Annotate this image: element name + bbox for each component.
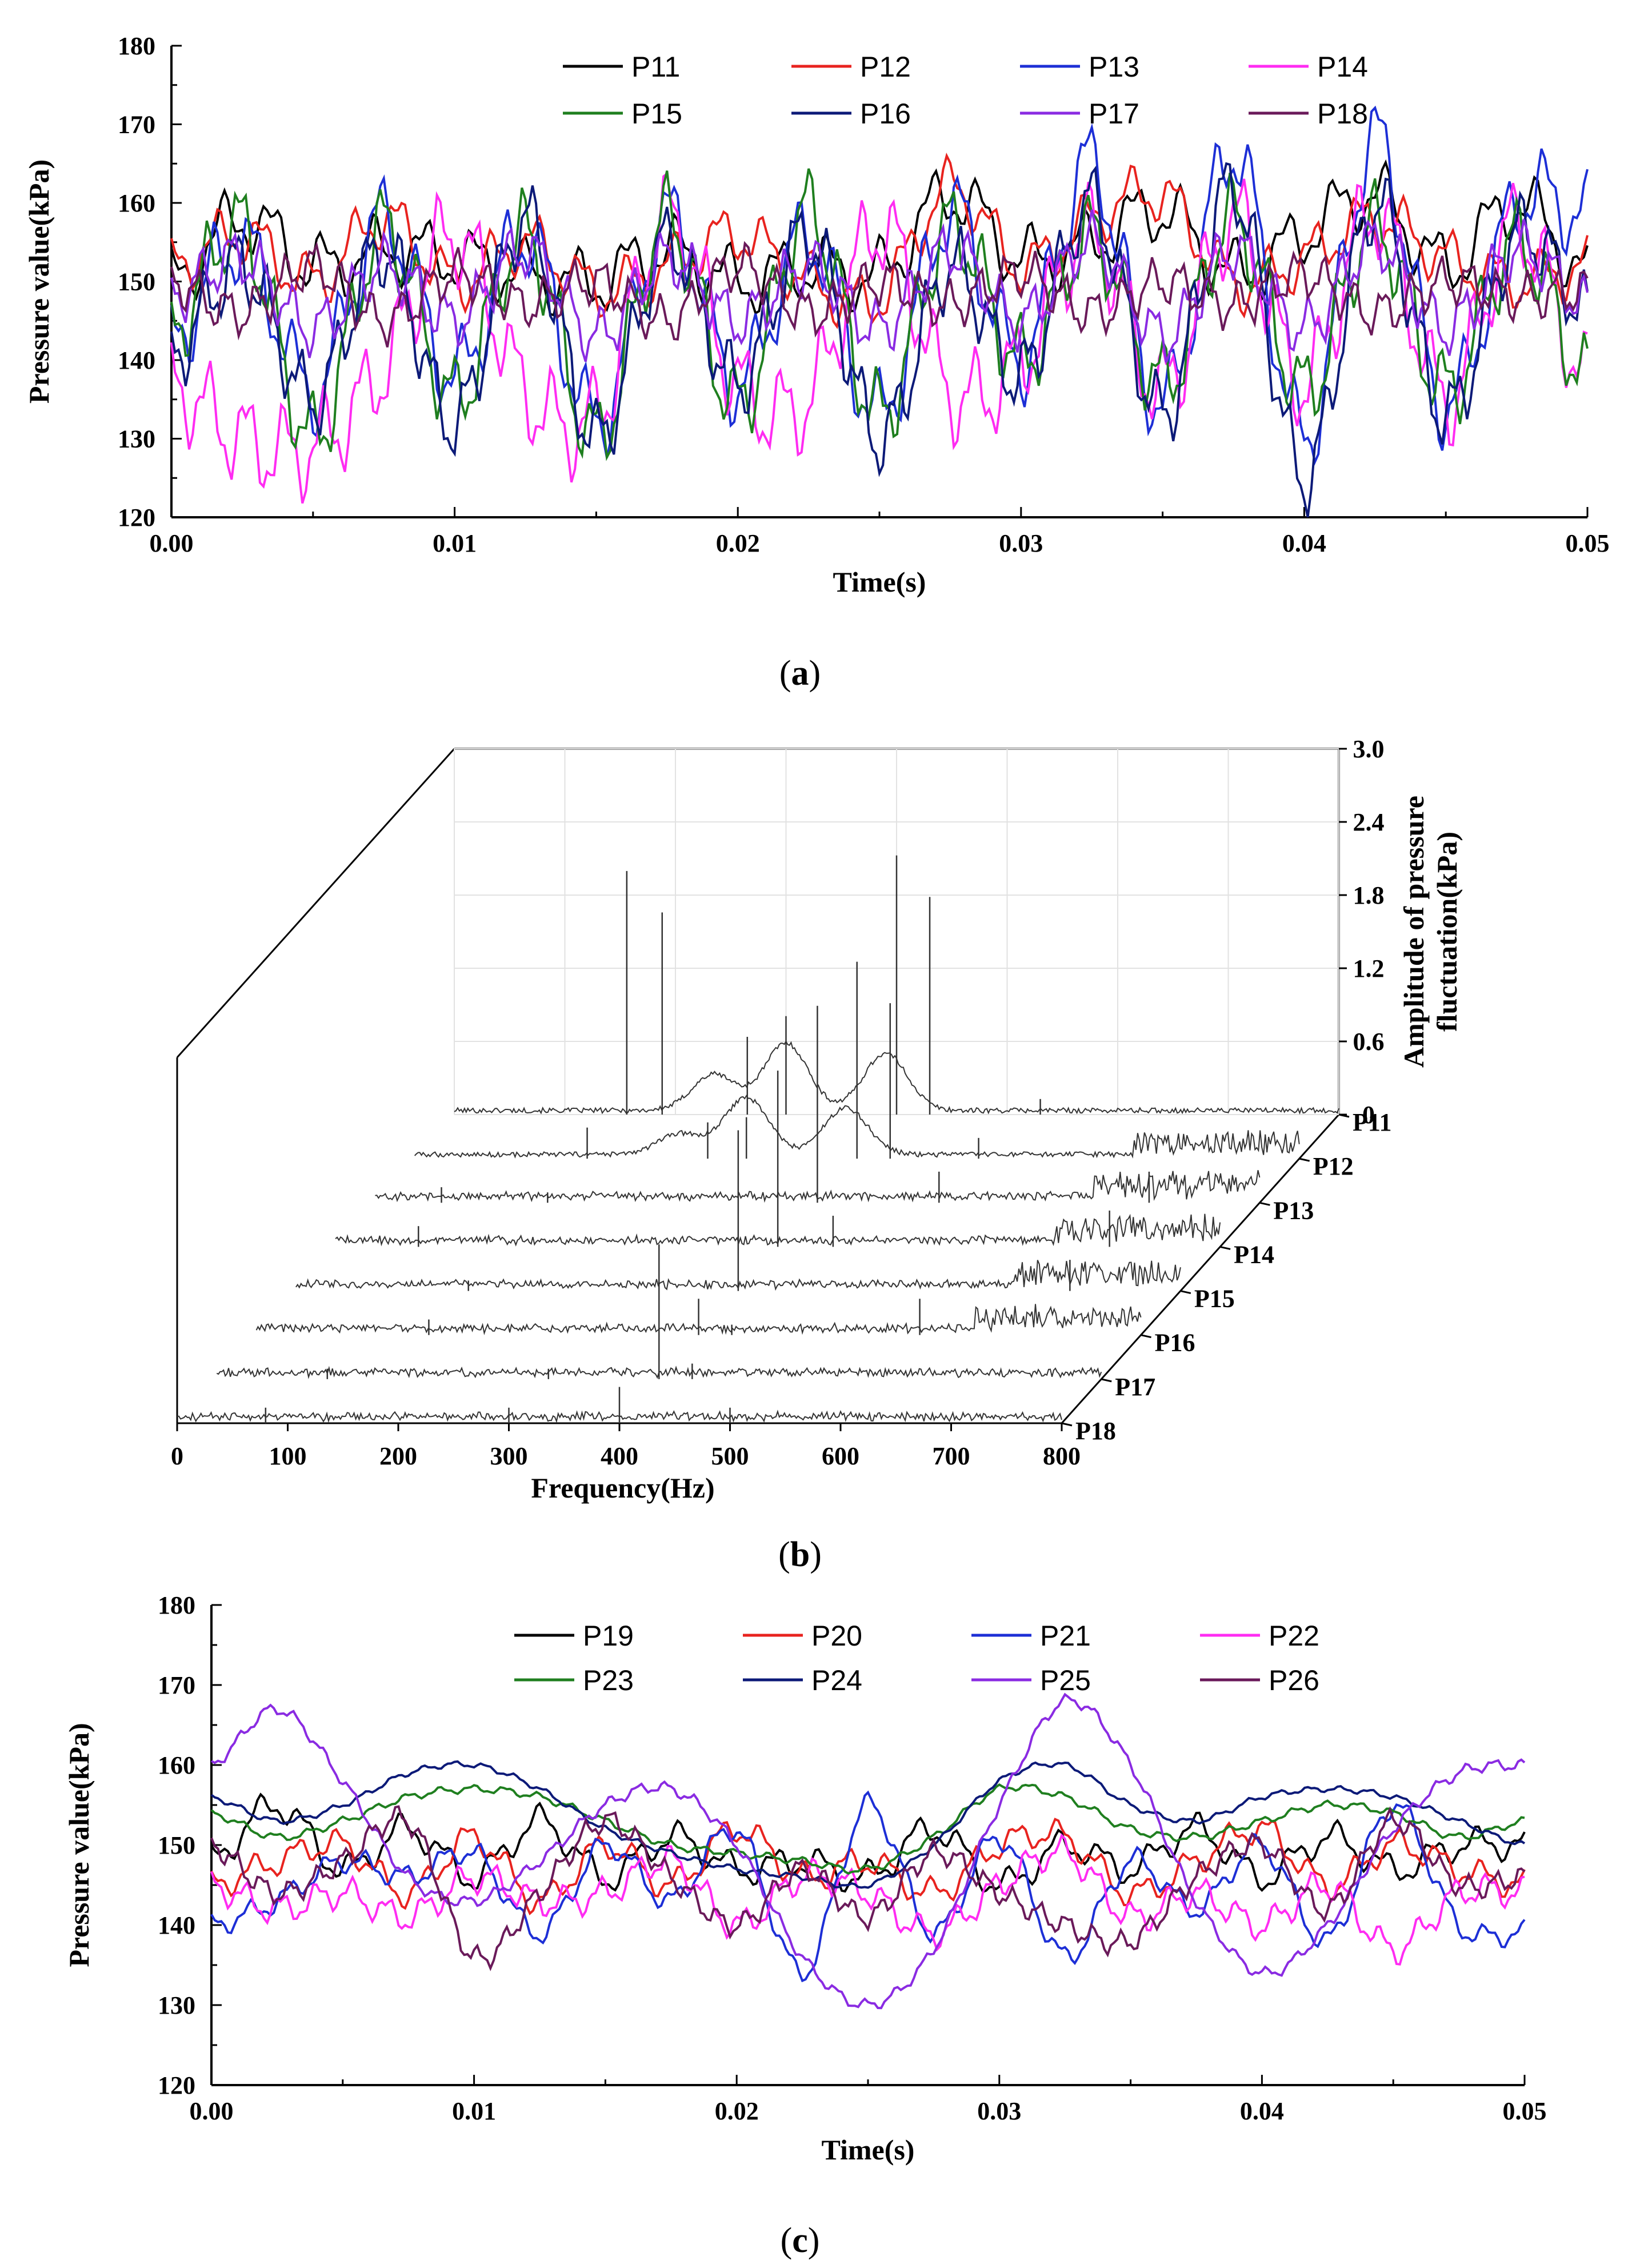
y-tick-label: 180 xyxy=(158,1591,195,1619)
caption-a: (a) xyxy=(779,654,821,693)
legend-label-p19: P19 xyxy=(583,1620,634,1652)
caption-c: (c) xyxy=(781,2221,820,2260)
freq-tick-label: 700 xyxy=(933,1442,970,1470)
series-line-p21 xyxy=(210,1790,1526,1983)
freq-tick-label: 200 xyxy=(379,1442,417,1470)
freq-tick-label: 400 xyxy=(601,1442,638,1470)
y-tick-label: 130 xyxy=(158,1991,195,2019)
chart-b: 0 100 200 300 400 500 600 700 800 Frequency(Hz) 0 0… xyxy=(171,735,1463,1504)
y-tick-label: 170 xyxy=(158,1671,195,1699)
x-tick-label: 0.04 xyxy=(1240,2097,1284,2125)
legend-label-p22: P22 xyxy=(1269,1620,1319,1652)
depth-tick xyxy=(1259,1201,1270,1206)
amplitude-tick-label: 0 xyxy=(1362,1101,1375,1129)
x-tick-label: 0.05 xyxy=(1566,529,1610,557)
y-axis-label: Pressure value(kPa) xyxy=(63,1723,95,1967)
series-line-p26 xyxy=(210,1805,1526,1971)
series-line-p18 xyxy=(170,241,1589,348)
x-tick-label: 0.00 xyxy=(190,2097,234,2125)
y-tick-label: 160 xyxy=(158,1751,195,1779)
y-tick-label: 120 xyxy=(158,2071,195,2099)
y-axis-label: Pressure value(kPa) xyxy=(23,159,55,404)
amplitude-tick-label: 1.8 xyxy=(1353,881,1385,909)
x-tick-label: 0.02 xyxy=(716,529,760,557)
freq-tick-label: 300 xyxy=(490,1442,528,1470)
depth-tick xyxy=(1141,1334,1151,1339)
freq-tick-label: 0 xyxy=(171,1442,183,1470)
legend-label-p21: P21 xyxy=(1040,1620,1091,1652)
y-tick-label: 130 xyxy=(118,425,155,453)
legend-label-p16: P16 xyxy=(860,98,911,130)
x-tick-label: 0.02 xyxy=(715,2097,759,2125)
legend-label-p24: P24 xyxy=(811,1664,862,1696)
x-axis-label: Time(s) xyxy=(822,2134,915,2166)
depth-label-p12: P12 xyxy=(1313,1152,1354,1180)
legend-label-p13: P13 xyxy=(1089,51,1139,83)
series-line-p17 xyxy=(170,209,1589,363)
amplitude-tick-label: 1.2 xyxy=(1353,955,1385,983)
legend-label-p26: P26 xyxy=(1269,1664,1319,1696)
depth-tick xyxy=(1061,1422,1073,1427)
x-tick-label: 0.03 xyxy=(977,2097,1021,2125)
y-tick-label: 150 xyxy=(118,268,155,296)
freq-tick-label: 100 xyxy=(269,1442,307,1470)
legend-label-p14: P14 xyxy=(1317,51,1368,83)
y-tick-label: 140 xyxy=(158,1911,195,1939)
series-line-p24 xyxy=(210,1760,1526,1889)
series-line-p23 xyxy=(210,1783,1525,1875)
depth-label-p15: P15 xyxy=(1194,1285,1235,1313)
legend-label-p23: P23 xyxy=(583,1664,634,1696)
amplitude-axis-label: Amplitude of pressurefluctuation(kPa) xyxy=(1398,796,1463,1068)
depth-label-p18: P18 xyxy=(1075,1417,1116,1445)
legend-label-p15: P15 xyxy=(631,98,682,130)
frequency-axis-label: Frequency(Hz) xyxy=(531,1472,714,1504)
depth-tick xyxy=(1101,1378,1112,1383)
x-tick-label: 0.03 xyxy=(999,529,1043,557)
chart-a: 120 130 140 150 160 170 180 0.00 0.01 0.02 0.03 0.0… xyxy=(23,32,1610,598)
y-tick-label: 170 xyxy=(118,111,155,139)
depth-tick xyxy=(1299,1157,1310,1162)
depth-label-p16: P16 xyxy=(1155,1329,1195,1357)
legend-label-p18: P18 xyxy=(1317,98,1368,130)
freq-tick-label: 800 xyxy=(1043,1442,1081,1470)
amplitude-tick-label: 2.4 xyxy=(1353,808,1385,836)
series-line-p25 xyxy=(211,1692,1526,2010)
x-tick-label: 0.01 xyxy=(433,529,477,557)
depth-tick xyxy=(1338,1113,1350,1118)
caption-b: (b) xyxy=(778,1535,822,1574)
depth-label-p11: P11 xyxy=(1353,1108,1391,1136)
depth-tick xyxy=(1180,1290,1191,1295)
legend-label-p17: P17 xyxy=(1089,98,1139,130)
freq-tick-label: 600 xyxy=(822,1442,859,1470)
x-tick-label: 0.00 xyxy=(150,529,194,557)
amplitude-tick-label: 0.6 xyxy=(1353,1028,1385,1056)
depth-tick xyxy=(1219,1245,1231,1250)
top-left-edge xyxy=(176,748,455,1059)
x-tick-label: 0.01 xyxy=(452,2097,496,2125)
depth-axis xyxy=(1061,1113,1340,1424)
legend-label-p20: P20 xyxy=(811,1620,862,1652)
series-line-p19 xyxy=(210,1792,1526,1894)
y-tick-label: 160 xyxy=(118,189,155,217)
amplitude-tick-label: 3.0 xyxy=(1353,735,1385,763)
freq-tick-label: 500 xyxy=(711,1442,749,1470)
legend-label-p12: P12 xyxy=(860,51,911,83)
legend-label-p11: P11 xyxy=(631,51,680,83)
x-axis-label: Time(s) xyxy=(833,566,926,598)
y-tick-label: 120 xyxy=(118,504,155,532)
y-tick-label: 140 xyxy=(118,346,155,374)
series-line-p16 xyxy=(170,162,1589,518)
y-tick-label: 150 xyxy=(158,1831,195,1859)
depth-label-p13: P13 xyxy=(1273,1196,1314,1224)
depth-label-p17: P17 xyxy=(1115,1373,1155,1401)
y-tick-label: 180 xyxy=(118,32,155,60)
legend-label-p25: P25 xyxy=(1040,1664,1091,1696)
x-tick-label: 0.04 xyxy=(1282,529,1326,557)
depth-label-p14: P14 xyxy=(1234,1240,1274,1268)
x-tick-label: 0.05 xyxy=(1503,2097,1547,2125)
chart-c: 120 130 140 150 160 170 180 0.00 0.01 0.02 0.03 0.0… xyxy=(63,1591,1547,2166)
